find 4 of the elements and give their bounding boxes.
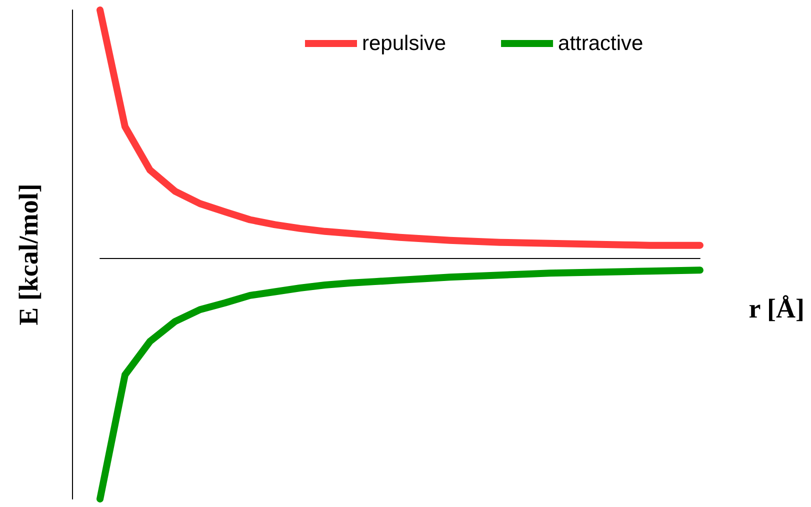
x-axis-title: r [Å] bbox=[748, 294, 805, 324]
y-axis-title: E [kcal/mol] bbox=[14, 184, 44, 326]
legend-label: attractive bbox=[558, 32, 644, 55]
legend-label: repulsive bbox=[362, 32, 446, 55]
